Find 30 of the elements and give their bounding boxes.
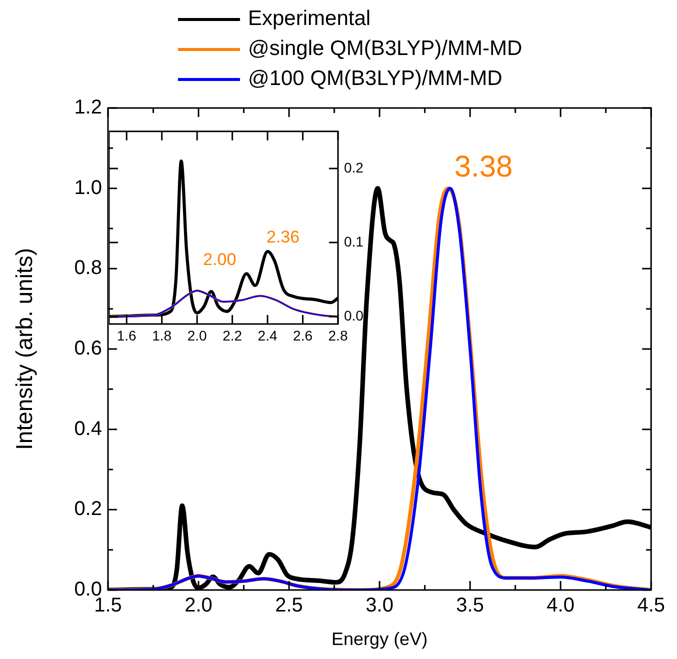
y-tick-label: 1.2: [74, 96, 102, 119]
y-tick-label: 0.2: [74, 498, 102, 520]
annotation: 2.00: [203, 250, 236, 269]
annotation: 2.36: [266, 228, 300, 247]
x-tick-label: 2.2: [222, 327, 242, 344]
x-tick-label: 2.0: [187, 327, 208, 344]
y-tick-label: 1.0: [74, 176, 102, 199]
annotation: 3.38: [454, 150, 513, 184]
y-tick-label: 0.0: [344, 307, 364, 324]
x-tick-label: 3.5: [456, 594, 484, 617]
y-tick-label: 0.4: [74, 418, 102, 440]
legend-label: Experimental: [248, 6, 371, 32]
legend-label: @100 QM(B3LYP)/MM-MD: [248, 66, 502, 92]
x-tick-label: 2.8: [328, 327, 348, 344]
x-tick-label: 4.0: [546, 594, 574, 617]
x-tick-label: 2.6: [293, 327, 313, 344]
y-tick-label: 0.6: [74, 338, 102, 360]
x-tick-label: 2.5: [275, 594, 303, 617]
x-tick-label: 3.0: [366, 594, 394, 617]
legend-label: @single QM(B3LYP)/MM-MD: [248, 36, 522, 62]
y-tick-label: 0.2: [344, 159, 364, 176]
x-axis-title: Energy (eV): [332, 629, 428, 650]
x-tick-label: 1.8: [152, 327, 172, 344]
x-tick-label: 4.5: [637, 594, 666, 617]
y-tick-label: 0.1: [344, 233, 364, 250]
x-tick-label: 2.0: [184, 594, 212, 617]
y-axis-title: Intensity (arb. units): [11, 248, 38, 450]
x-tick-label: 1.6: [116, 327, 137, 344]
y-tick-label: 0.8: [74, 257, 102, 280]
x-tick-label: 2.4: [258, 327, 278, 344]
